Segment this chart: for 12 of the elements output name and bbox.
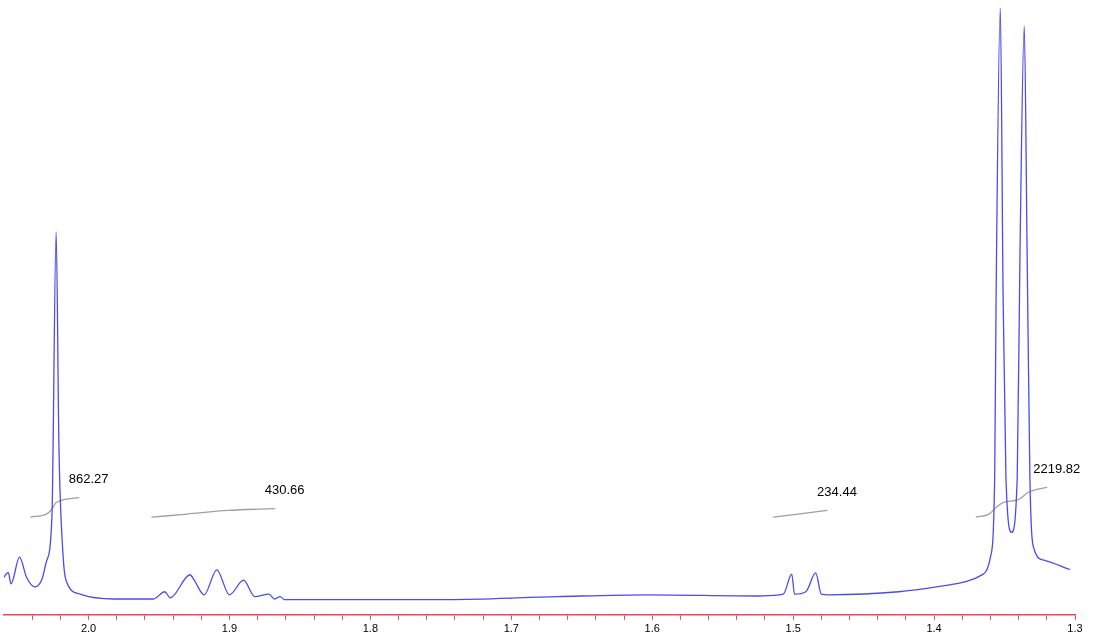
x-tick-label: 1.3: [1067, 622, 1083, 635]
x-tick-label: 2.0: [80, 622, 97, 635]
x-tick-label: 1.9: [221, 622, 238, 635]
annotation: 2219.82: [1033, 460, 1081, 476]
x-tick-label: 1.8: [362, 622, 379, 635]
annotation: 862.27: [68, 471, 109, 487]
x-tick-label: 1.4: [926, 622, 942, 635]
annotation: 430.66: [264, 482, 305, 498]
x-tick-label: 1.5: [785, 622, 801, 635]
x-tick-label: 1.7: [503, 622, 519, 635]
annotation: 234.44: [817, 484, 857, 500]
x-tick-label: 1.6: [644, 622, 660, 635]
